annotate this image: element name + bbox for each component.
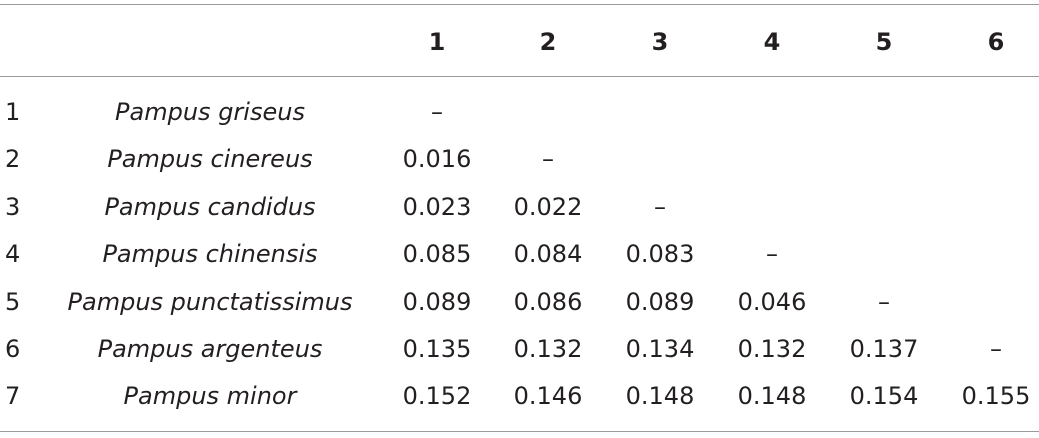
row-index: 3 xyxy=(5,192,21,221)
distance-cell: – xyxy=(878,287,890,316)
column-header: 5 xyxy=(875,28,893,56)
column-header: 2 xyxy=(539,28,557,56)
row-index: 6 xyxy=(5,335,21,363)
row-index: 2 xyxy=(5,145,21,174)
distance-cell: 0.089 xyxy=(625,287,695,316)
species-name: Pampus cinereus xyxy=(107,145,313,174)
distance-cell: – xyxy=(990,335,1002,363)
distance-cell: 0.134 xyxy=(625,335,695,363)
header-rule xyxy=(0,76,1039,77)
distance-cell: 0.022 xyxy=(513,192,583,221)
distance-cell: 0.023 xyxy=(402,192,472,221)
bottom-rule xyxy=(0,431,1039,432)
species-name: Pampus minor xyxy=(123,382,297,411)
species-name: Pampus griseus xyxy=(115,98,305,126)
distance-cell: 0.148 xyxy=(625,382,695,411)
distance-cell: 0.148 xyxy=(737,382,807,411)
distance-cell: 0.132 xyxy=(737,335,807,363)
column-header: 3 xyxy=(651,28,669,56)
row-index: 4 xyxy=(5,240,21,269)
distance-cell: 0.135 xyxy=(402,335,472,363)
species-name: Pampus punctatissimus xyxy=(67,287,353,316)
species-name: Pampus argenteus xyxy=(97,335,323,363)
distance-cell: 0.084 xyxy=(513,240,583,269)
distance-cell: – xyxy=(654,192,666,221)
distance-cell: 0.085 xyxy=(402,240,472,269)
distance-cell: – xyxy=(542,145,554,174)
distance-cell: 0.086 xyxy=(513,287,583,316)
distance-cell: 0.046 xyxy=(737,287,807,316)
distance-cell: 0.146 xyxy=(513,382,583,411)
row-index: 1 xyxy=(5,98,21,126)
distance-cell: 0.154 xyxy=(849,382,919,411)
distance-cell: 0.132 xyxy=(513,335,583,363)
distance-cell: – xyxy=(431,98,443,126)
species-name: Pampus candidus xyxy=(104,192,316,221)
column-header: 4 xyxy=(763,28,781,56)
distance-cell: 0.137 xyxy=(849,335,919,363)
row-index: 7 xyxy=(5,382,21,411)
column-header: 1 xyxy=(428,28,446,56)
distance-cell: – xyxy=(766,240,778,269)
row-index: 5 xyxy=(5,287,21,316)
distance-cell: 0.152 xyxy=(402,382,472,411)
column-header: 6 xyxy=(987,28,1005,56)
top-rule xyxy=(0,4,1039,5)
distance-cell: 0.083 xyxy=(625,240,695,269)
distance-cell: 0.016 xyxy=(402,145,472,174)
distance-cell: 0.089 xyxy=(402,287,472,316)
distance-cell: 0.155 xyxy=(961,382,1031,411)
species-name: Pampus chinensis xyxy=(102,240,318,269)
